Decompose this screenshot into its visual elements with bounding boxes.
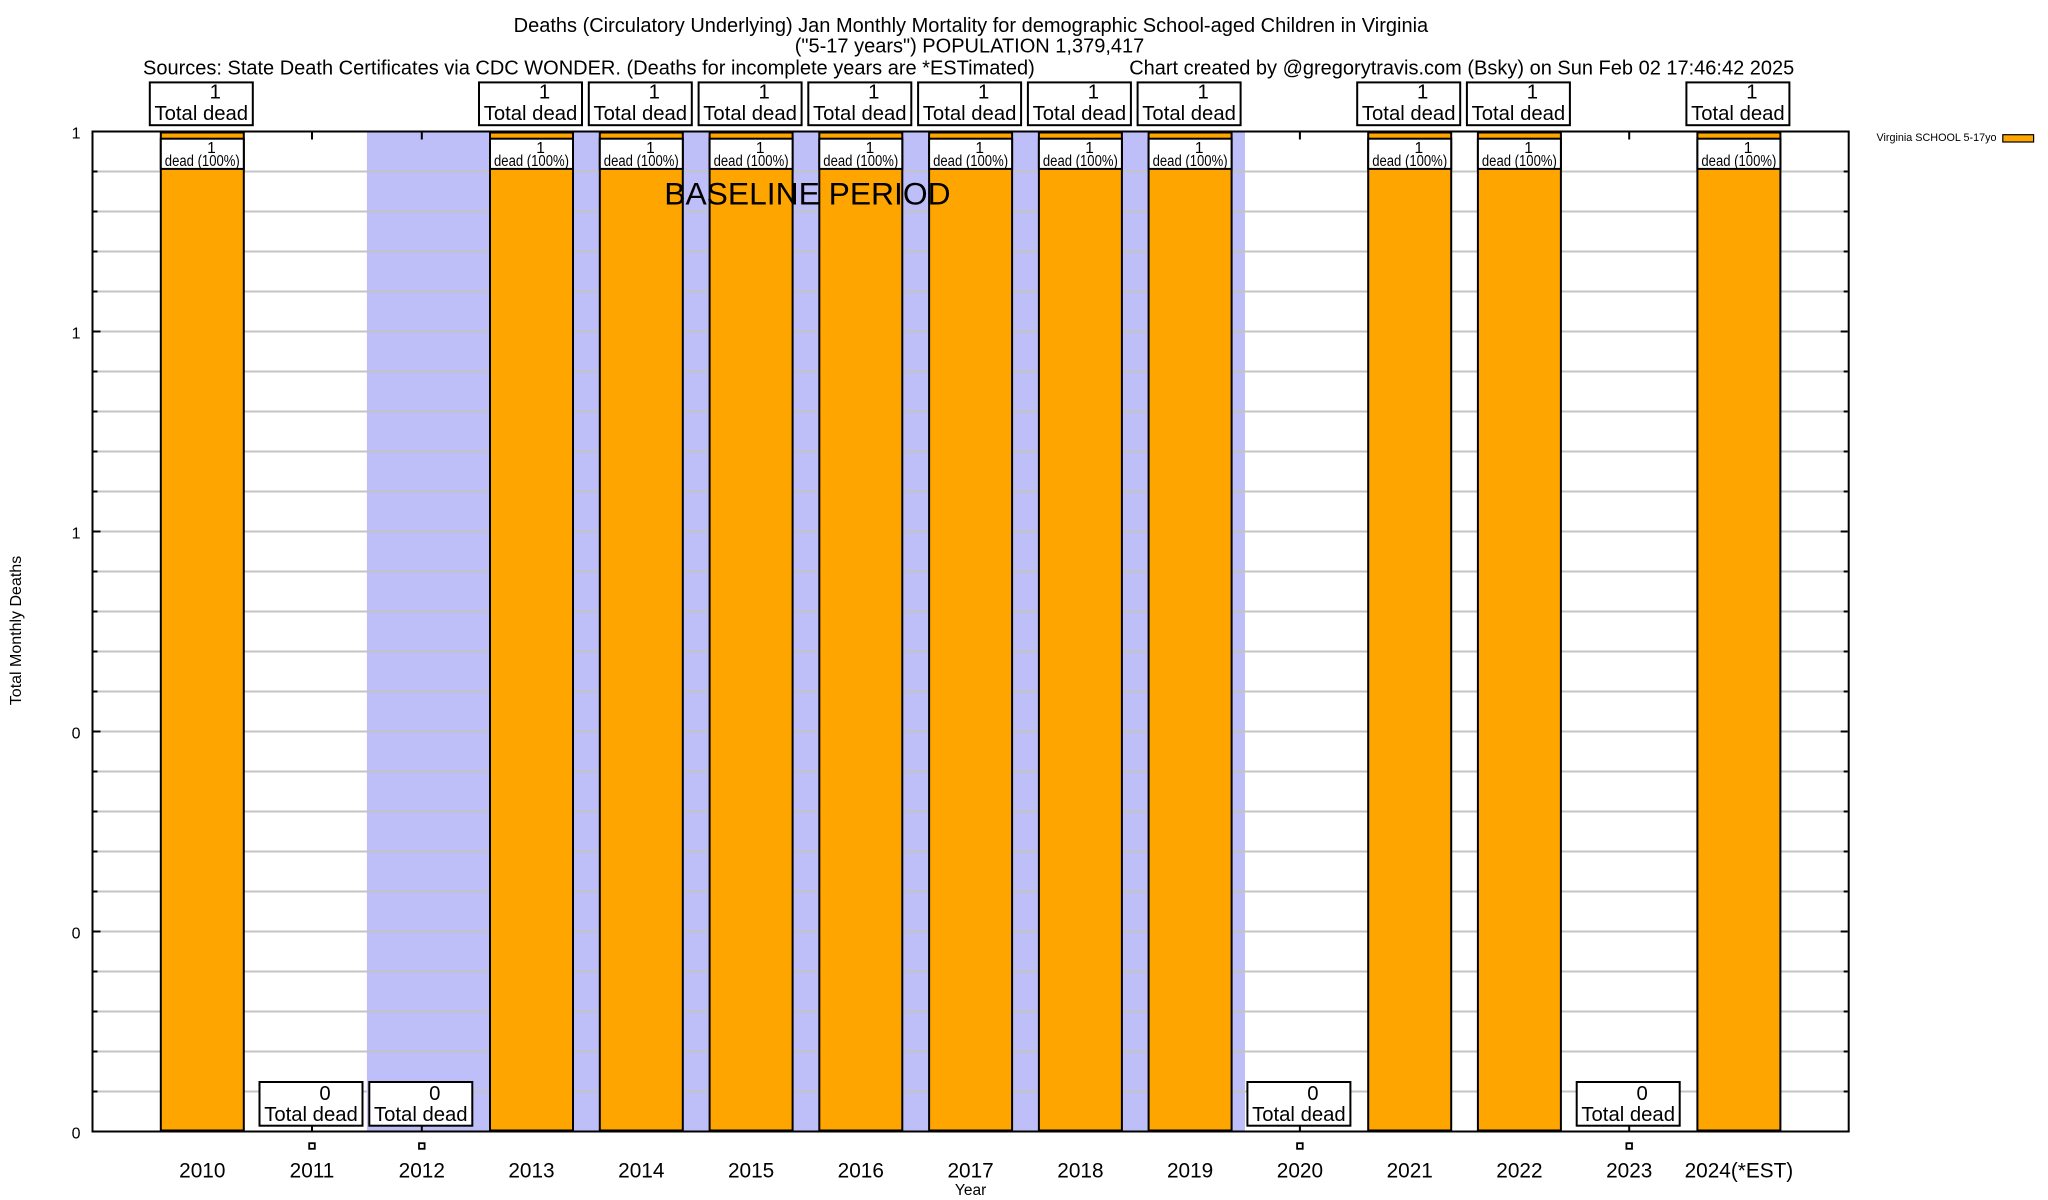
svg-text:2010: 2010 <box>179 1159 225 1182</box>
svg-text:2019: 2019 <box>1167 1159 1213 1182</box>
svg-text:1: 1 <box>756 140 765 157</box>
svg-text:1: 1 <box>1417 82 1428 104</box>
svg-text:dead (100%): dead (100%) <box>165 153 240 170</box>
svg-text:1: 1 <box>536 140 545 157</box>
svg-text:Deaths (Circulatory Underlying: Deaths (Circulatory Underlying) Jan Mont… <box>514 15 1429 37</box>
svg-text:dead (100%): dead (100%) <box>933 153 1008 170</box>
svg-text:1: 1 <box>1195 140 1204 157</box>
svg-text:1: 1 <box>646 140 655 157</box>
svg-text:0: 0 <box>72 726 81 743</box>
svg-text:dead (100%): dead (100%) <box>1482 153 1557 170</box>
svg-text:Total dead: Total dead <box>484 103 578 125</box>
svg-text:1: 1 <box>866 140 875 157</box>
svg-text:1: 1 <box>1085 140 1094 157</box>
svg-text:dead (100%): dead (100%) <box>714 153 789 170</box>
svg-text:dead (100%): dead (100%) <box>1153 153 1228 170</box>
svg-text:BASELINE PERIOD: BASELINE PERIOD <box>664 175 950 211</box>
svg-text:1: 1 <box>1527 82 1538 104</box>
svg-text:1: 1 <box>1744 140 1753 157</box>
svg-text:2016: 2016 <box>838 1159 884 1182</box>
svg-text:Total dead: Total dead <box>813 103 907 125</box>
svg-text:2012: 2012 <box>399 1159 445 1182</box>
svg-text:2013: 2013 <box>508 1159 554 1182</box>
svg-text:Total dead: Total dead <box>1033 103 1127 125</box>
svg-text:2018: 2018 <box>1057 1159 1103 1182</box>
svg-text:1: 1 <box>975 140 984 157</box>
svg-text:1: 1 <box>1088 82 1099 104</box>
svg-text:1: 1 <box>72 126 81 143</box>
svg-text:1: 1 <box>1414 140 1423 157</box>
svg-text:0: 0 <box>72 926 81 943</box>
svg-text:dead (100%): dead (100%) <box>1701 153 1776 170</box>
svg-text:0: 0 <box>429 1083 440 1105</box>
svg-text:2021: 2021 <box>1387 1159 1433 1182</box>
svg-text:Total dead: Total dead <box>1252 1104 1346 1126</box>
svg-text:1: 1 <box>207 140 216 157</box>
svg-text:Total dead: Total dead <box>264 1104 358 1126</box>
svg-text:Total dead: Total dead <box>594 103 688 125</box>
svg-text:1: 1 <box>1524 140 1533 157</box>
svg-text:Total dead: Total dead <box>1581 1104 1675 1126</box>
svg-text:0: 0 <box>72 1126 81 1143</box>
svg-text:Total dead: Total dead <box>1362 103 1456 125</box>
svg-text:2017: 2017 <box>947 1159 993 1182</box>
svg-text:Total Monthly Deaths: Total Monthly Deaths <box>8 556 25 705</box>
svg-text:2011: 2011 <box>290 1159 335 1182</box>
svg-text:2023: 2023 <box>1606 1159 1652 1182</box>
svg-text:Chart created by @gregorytravi: Chart created by @gregorytravis.com (Bsk… <box>1129 57 1794 79</box>
svg-text:Total dead: Total dead <box>374 1104 468 1126</box>
svg-text:Total dead: Total dead <box>1691 103 1785 125</box>
svg-text:2022: 2022 <box>1496 1159 1542 1182</box>
svg-text:dead (100%): dead (100%) <box>823 153 898 170</box>
svg-text:0: 0 <box>1637 1083 1648 1105</box>
svg-text:2020: 2020 <box>1277 1159 1323 1182</box>
svg-text:Virginia SCHOOL 5-17yo: Virginia SCHOOL 5-17yo <box>1876 132 1996 144</box>
svg-text:("5-17 years") POPULATION 1,37: ("5-17 years") POPULATION 1,379,417 <box>795 36 1145 58</box>
svg-text:1: 1 <box>868 82 879 104</box>
svg-text:0: 0 <box>1307 1083 1318 1105</box>
svg-text:1: 1 <box>1197 82 1208 104</box>
svg-text:Total dead: Total dead <box>155 103 249 125</box>
svg-text:2014: 2014 <box>618 1159 664 1182</box>
svg-text:dead (100%): dead (100%) <box>1043 153 1118 170</box>
svg-text:Total dead: Total dead <box>1472 103 1566 125</box>
svg-text:Year: Year <box>955 1182 986 1199</box>
svg-text:1: 1 <box>72 326 81 343</box>
svg-text:1: 1 <box>649 82 660 104</box>
svg-text:Total dead: Total dead <box>923 103 1017 125</box>
svg-text:dead (100%): dead (100%) <box>604 153 679 170</box>
svg-text:0: 0 <box>319 1083 330 1105</box>
svg-text:1: 1 <box>758 82 769 104</box>
svg-text:1: 1 <box>978 82 989 104</box>
svg-text:Sources: State Death Certifica: Sources: State Death Certificates via CD… <box>143 57 1035 79</box>
svg-text:dead (100%): dead (100%) <box>494 153 569 170</box>
svg-text:1: 1 <box>1746 82 1757 104</box>
svg-text:2024(*EST): 2024(*EST) <box>1685 1159 1794 1182</box>
svg-text:1: 1 <box>539 82 550 104</box>
svg-text:1: 1 <box>72 526 81 543</box>
svg-text:Total dead: Total dead <box>703 103 797 125</box>
svg-text:Total dead: Total dead <box>1142 103 1236 125</box>
svg-text:1: 1 <box>210 82 221 104</box>
svg-text:2015: 2015 <box>728 1159 774 1182</box>
svg-text:dead (100%): dead (100%) <box>1372 153 1447 170</box>
